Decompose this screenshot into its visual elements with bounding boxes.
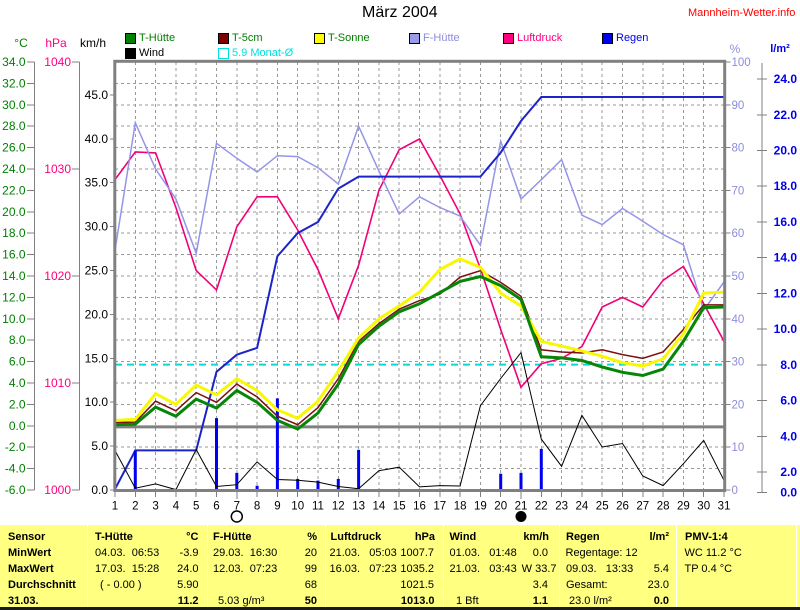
svg-text:°C: °C [14,36,28,50]
svg-text:23: 23 [555,501,568,513]
svg-text:10.0: 10.0 [774,322,798,336]
svg-text:25: 25 [596,501,609,513]
svg-text:4: 4 [173,501,180,513]
svg-text:24.0: 24.0 [2,162,26,176]
svg-text:10: 10 [732,442,745,454]
svg-text:10.0: 10.0 [85,395,109,409]
svg-text:1040: 1040 [44,55,71,69]
svg-text:12.0: 12.0 [2,290,26,304]
svg-text:20: 20 [732,399,745,411]
svg-text:12.0: 12.0 [774,286,798,300]
svg-text:24: 24 [576,501,589,513]
svg-text:8: 8 [254,501,260,513]
svg-text:20.0: 20.0 [774,144,798,158]
svg-text:45.0: 45.0 [85,88,109,102]
svg-text:60: 60 [732,228,745,240]
svg-text:6.0: 6.0 [9,355,26,369]
svg-text:1010: 1010 [44,376,71,390]
svg-text:16: 16 [413,501,426,513]
svg-text:40: 40 [732,314,745,326]
svg-text:24.0: 24.0 [774,72,798,86]
svg-text:1: 1 [112,501,118,513]
svg-text:6.0: 6.0 [780,394,797,408]
svg-text:1020: 1020 [44,269,71,283]
svg-text:3: 3 [152,501,158,513]
svg-text:25.0: 25.0 [85,264,109,278]
svg-text:8.0: 8.0 [9,333,26,347]
svg-text:20: 20 [494,501,507,513]
svg-text:18: 18 [454,501,467,513]
svg-text:-6.0: -6.0 [5,483,26,497]
svg-text:29: 29 [677,501,690,513]
svg-text:l/m²: l/m² [770,43,790,55]
svg-text:22.0: 22.0 [2,183,26,197]
svg-text:12: 12 [332,501,345,513]
svg-text:15: 15 [393,501,406,513]
svg-text:0.0: 0.0 [780,486,797,500]
svg-text:17: 17 [433,501,446,513]
svg-text:16.0: 16.0 [774,215,798,229]
svg-text:2.0: 2.0 [9,397,26,411]
svg-text:30.0: 30.0 [85,220,109,234]
svg-text:11: 11 [312,501,324,513]
svg-text:2.0: 2.0 [780,465,797,479]
svg-text:34.0: 34.0 [2,55,26,69]
svg-text:26.0: 26.0 [2,141,26,155]
svg-text:5.0: 5.0 [91,439,108,453]
svg-text:28.0: 28.0 [2,119,26,133]
svg-text:10: 10 [291,501,304,513]
svg-text:30.0: 30.0 [2,98,26,112]
svg-text:30: 30 [697,501,710,513]
svg-text:%: % [730,42,741,56]
svg-text:70: 70 [732,185,745,197]
svg-text:40.0: 40.0 [85,132,109,146]
svg-text:8.0: 8.0 [780,358,797,372]
svg-text:6: 6 [213,501,219,513]
svg-text:19: 19 [474,501,487,513]
svg-text:1000: 1000 [44,483,71,497]
svg-text:26: 26 [616,501,629,513]
svg-text:30: 30 [732,357,745,369]
svg-text:22: 22 [535,501,548,513]
svg-text:7: 7 [234,501,240,513]
svg-text:18.0: 18.0 [774,179,798,193]
svg-text:10.0: 10.0 [2,312,26,326]
svg-text:2: 2 [132,501,138,513]
svg-text:20.0: 20.0 [85,307,109,321]
svg-text:80: 80 [732,143,745,155]
svg-text:28: 28 [657,501,670,513]
svg-text:90: 90 [732,100,745,112]
svg-text:1030: 1030 [44,162,71,176]
svg-text:27: 27 [636,501,649,513]
svg-text:35.0: 35.0 [85,176,109,190]
svg-text:-4.0: -4.0 [5,462,26,476]
svg-text:hPa: hPa [45,36,67,50]
svg-text:32.0: 32.0 [2,76,26,90]
svg-text:-2.0: -2.0 [5,440,26,454]
svg-text:14.0: 14.0 [774,251,798,265]
svg-text:50: 50 [732,271,745,283]
svg-text:13: 13 [352,501,365,513]
svg-text:22.0: 22.0 [774,108,798,122]
svg-text:0: 0 [732,485,738,497]
svg-text:4.0: 4.0 [780,429,797,443]
svg-text:4.0: 4.0 [9,376,26,390]
svg-text:km/h: km/h [80,36,106,50]
svg-text:100: 100 [732,57,751,69]
svg-text:20.0: 20.0 [2,205,26,219]
svg-text:15.0: 15.0 [85,351,109,365]
svg-text:14.0: 14.0 [2,269,26,283]
svg-text:5: 5 [193,501,199,513]
svg-text:31: 31 [718,501,731,513]
svg-text:18.0: 18.0 [2,226,26,240]
svg-text:0.0: 0.0 [91,483,108,497]
svg-text:9: 9 [274,501,280,513]
svg-text:16.0: 16.0 [2,248,26,262]
svg-text:21: 21 [515,501,528,513]
svg-text:0.0: 0.0 [9,419,26,433]
svg-text:14: 14 [373,501,386,513]
